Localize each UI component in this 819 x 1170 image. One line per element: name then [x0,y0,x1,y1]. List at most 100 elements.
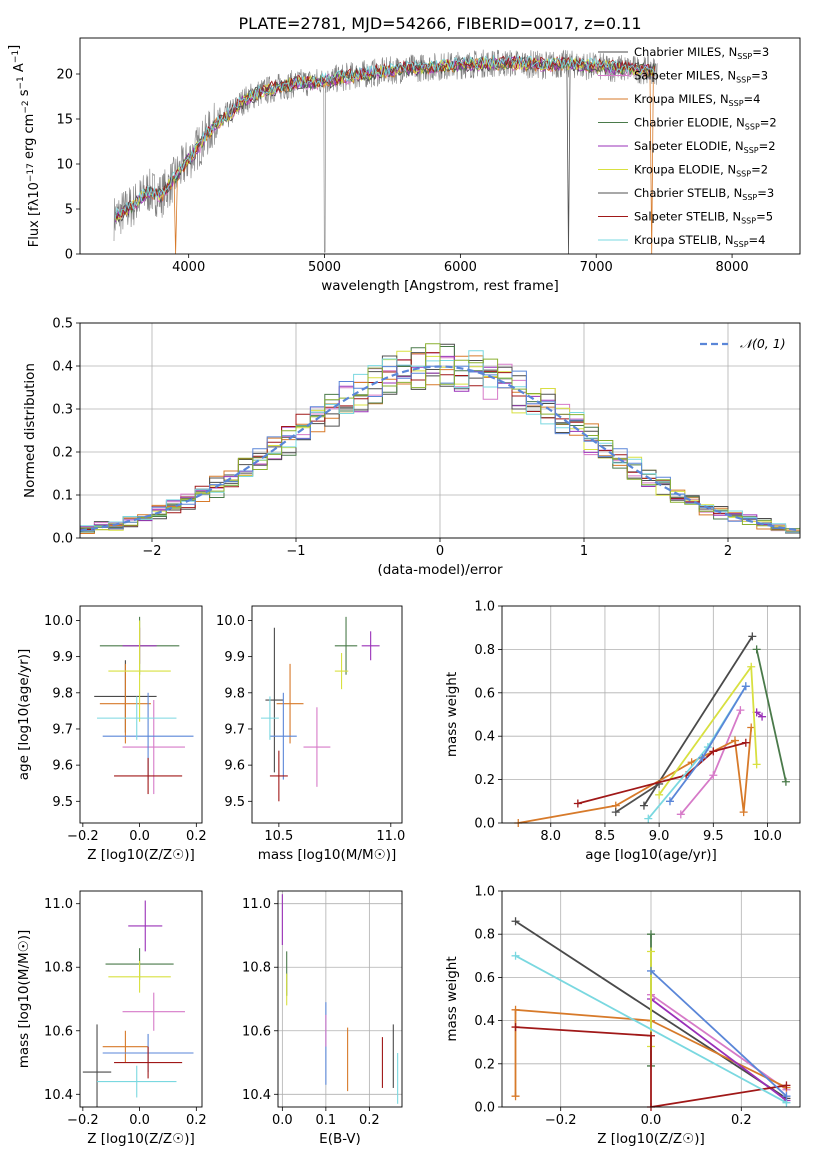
x-tick-label: 8000 [716,260,749,275]
weight-series-line [514,1008,787,1097]
legend-subscript: SSP [741,217,756,226]
legend-n: =3 [751,69,768,83]
legend-label-text: Kroupa MILES, N [634,92,729,106]
legend-subscript: SSP [737,52,752,61]
x-tick-label: −0.2 [67,829,99,844]
weight-marker [736,706,745,715]
weight-series-line [515,955,787,1104]
legend-subscript: SSP [742,193,757,202]
weight-marker [647,966,655,975]
weight-marker [511,917,520,926]
weight-series-line [643,635,754,807]
axes-frame [501,890,801,1108]
x-tick-label: 0.0 [641,1113,662,1128]
x-axis-label: mass [log10(M/M☉)] [258,847,397,863]
axes-frame [79,605,203,824]
model-spectrum-line [115,56,656,254]
y-tick-label: 1.0 [474,885,495,900]
model-spectrum-line [114,55,656,254]
legend-label: Kroupa MILES, NSSP=4 [634,92,760,108]
y-tick-label: 9.5 [52,795,73,810]
y-axis-label: Flux [fλ10−17 erg cm−2 s−1 A−1] [7,45,42,247]
weight-series-line [615,783,660,813]
legend-label: Salpeter ELODIE, NSSP=2 [634,139,776,155]
label-part: ] [7,45,22,50]
y-axis-label: mass weight [444,956,460,1041]
x-axis-label: E(B-V) [319,1131,361,1147]
weight-marker [758,712,767,721]
superscript: −2 [21,100,31,113]
x-axis-label: Z [log10(Z/Z☉)] [597,1131,705,1147]
model-spectrum-line [115,58,656,221]
y-tick-label: 0 [65,248,73,263]
weight-marker [741,682,750,691]
x-tick-label: 0.2 [731,1113,752,1128]
y-tick-label: 0.8 [474,643,495,658]
y-tick-label: 0.1 [52,489,73,504]
weight-marker [573,799,582,808]
x-tick-label: 6000 [444,260,477,275]
y-tick-label: 11.0 [44,897,73,912]
x-tick-label: 0 [436,544,444,559]
x-tick-label: −2 [142,544,161,559]
weight-series-line [577,741,747,805]
legend-n: =3 [752,45,769,59]
y-tick-label: 0.4 [52,360,73,375]
superscript: −1 [16,76,26,89]
weight-series-line [650,993,788,1091]
model-spectrum-line [114,56,656,223]
y-tick-label: 10.4 [242,1088,271,1103]
legend-subscript: SSP [736,170,751,179]
legend-label-text: Kroupa ELODIE, N [634,163,736,177]
axes-residuals: −2 −1 0 1 2 0.0 0.1 0.2 0.3 0.4 0.5 (data-model)/er… [22,317,801,578]
weight-marker [665,797,674,806]
legend-label-text: Chabrier STELIB, N [634,186,742,200]
weight-series-line [650,970,788,1097]
weight-marker [739,808,748,817]
weight-marker [639,801,648,810]
legend-n: =2 [760,116,777,130]
y-tick-label: 9.7 [52,722,73,737]
x-tick-label: 0.2 [359,1113,380,1128]
legend-subscript: SSP [729,99,744,108]
legend-subscript: SSP [745,123,760,132]
y-tick-label: 0.4 [474,730,495,745]
legend-label-text: Salpeter MILES, N [634,69,736,83]
y-tick-label: 10.8 [242,961,271,976]
weight-marker [781,777,790,786]
legend-n: =4 [744,92,761,106]
y-tick-label: 10 [56,158,73,173]
x-axis-label: age [log10(age/yr)] [585,847,717,863]
legend-label: Kroupa ELODIE, NSSP=2 [634,163,768,179]
weight-marker [655,790,664,799]
weight-series-line [515,1026,787,1107]
y-tick-label: 0.2 [474,1057,495,1072]
weight-marker [511,951,520,960]
axes-frame [79,37,801,255]
legend-label: Chabrier MILES, NSSP=3 [634,45,769,61]
y-tick-label: 0.6 [474,686,495,701]
superscript: −1 [11,50,21,63]
legend-label: Kroupa STELIB, NSSP=4 [634,233,765,249]
weight-marker [611,808,620,817]
x-tick-label: 8.5 [595,829,616,844]
label-part: erg cm [22,114,37,163]
x-tick-label: 9.5 [703,829,724,844]
y-tick-label: 5 [65,203,73,218]
x-axis-label: wavelength [Angstrom, rest frame] [321,278,559,294]
label-part: λ [27,198,42,206]
x-tick-label: 1 [580,544,588,559]
weight-marker [782,1081,791,1090]
x-tick-label: 0.0 [272,1113,293,1128]
axes-frame [79,322,801,539]
y-tick-label: 20 [56,68,73,83]
x-tick-label: 2 [724,544,732,559]
legend-label: 𝒩(0, 1) [740,336,786,351]
legend-label-text: Salpeter STELIB, N [634,210,741,224]
weight-series-line [755,649,787,782]
weight-marker [644,814,653,823]
x-tick-label: 0.1 [316,1113,337,1128]
legend-label-text: Chabrier MILES, N [634,45,737,59]
